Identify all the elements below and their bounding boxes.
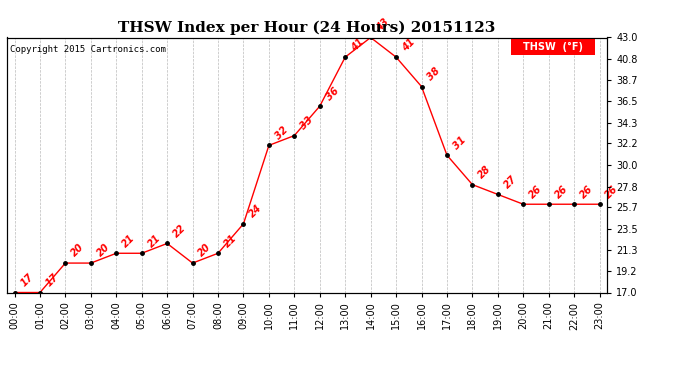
Text: 38: 38	[426, 66, 442, 82]
Text: 26: 26	[604, 183, 620, 200]
Text: 32: 32	[273, 124, 290, 141]
Text: 33: 33	[299, 115, 315, 131]
Text: 17: 17	[44, 272, 61, 288]
Text: 26: 26	[527, 183, 544, 200]
Text: 31: 31	[451, 134, 468, 151]
Text: 20: 20	[197, 242, 213, 259]
Text: 28: 28	[477, 164, 493, 180]
Text: 26: 26	[578, 183, 595, 200]
Text: 17: 17	[19, 272, 35, 288]
Text: Copyright 2015 Cartronics.com: Copyright 2015 Cartronics.com	[10, 45, 166, 54]
Text: 41: 41	[349, 36, 366, 53]
Text: 26: 26	[553, 183, 569, 200]
Text: 36: 36	[324, 86, 341, 102]
Text: 27: 27	[502, 174, 519, 190]
Text: 24: 24	[248, 203, 264, 220]
Text: 20: 20	[95, 242, 112, 259]
Text: 41: 41	[400, 36, 417, 53]
Text: 43: 43	[375, 17, 391, 33]
Text: 21: 21	[146, 232, 163, 249]
Text: 21: 21	[121, 232, 137, 249]
Text: 20: 20	[70, 242, 86, 259]
Title: THSW Index per Hour (24 Hours) 20151123: THSW Index per Hour (24 Hours) 20151123	[119, 21, 495, 35]
Text: 21: 21	[222, 232, 239, 249]
Text: 22: 22	[171, 223, 188, 239]
